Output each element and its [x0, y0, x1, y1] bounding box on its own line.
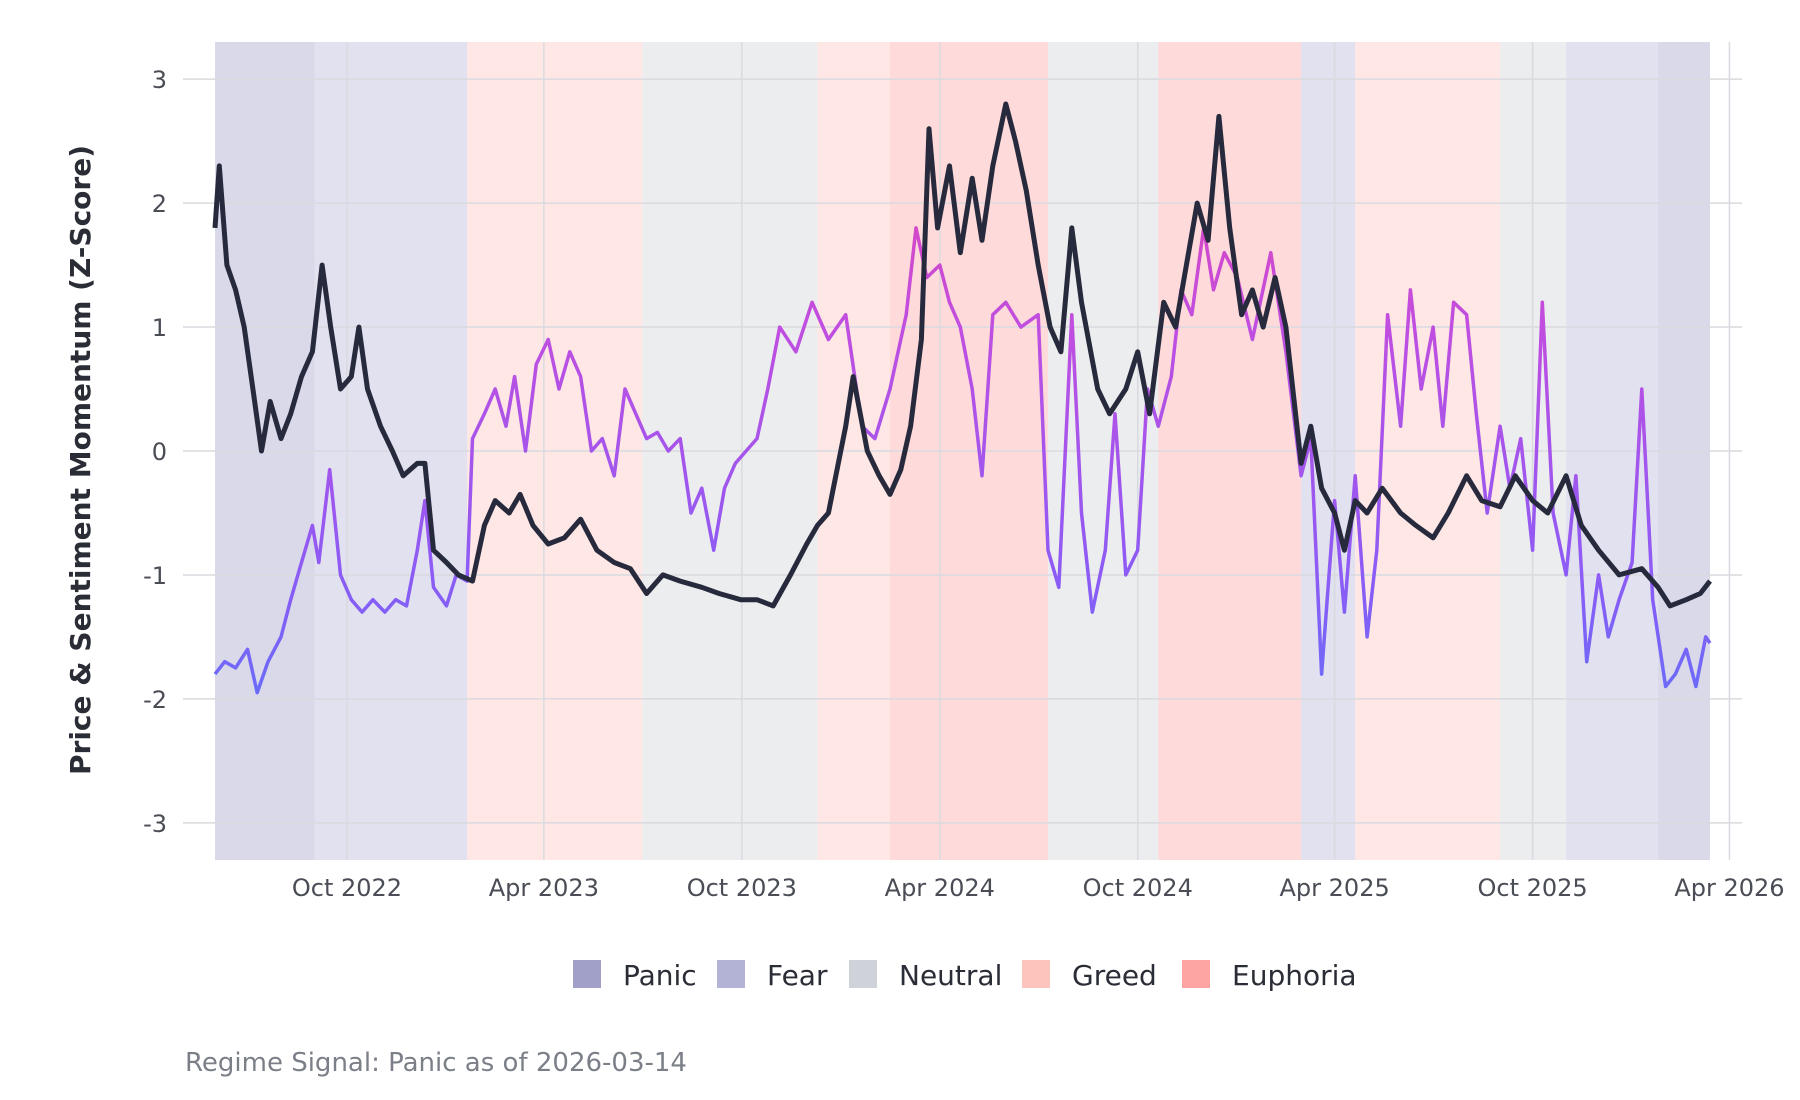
- x-tick-label: Apr 2026: [1674, 874, 1784, 902]
- y-axis-ticks: -3 -2 -1 0 1 2 3: [143, 66, 167, 838]
- legend-label-fear: Fear: [767, 959, 828, 992]
- legend: Panic Fear Neutral Greed Euphoria: [573, 959, 1357, 992]
- y-tick-label: -2: [143, 686, 167, 714]
- x-tick-label: Apr 2025: [1280, 874, 1390, 902]
- x-tick-label: Oct 2022: [292, 874, 402, 902]
- legend-label-panic: Panic: [623, 959, 697, 992]
- legend-swatch-neutral: [849, 960, 877, 988]
- price-momentum-line: [212, 101, 1712, 609]
- x-tick-label: Oct 2024: [1083, 874, 1193, 902]
- legend-swatch-greed: [1022, 960, 1050, 988]
- sentiment-momentum-line: [213, 226, 1712, 695]
- x-tick-label: Oct 2025: [1477, 874, 1587, 902]
- y-tick-label: 0: [152, 438, 167, 466]
- x-tick-label: Apr 2023: [489, 874, 599, 902]
- grid-lines: [183, 42, 1742, 860]
- legend-swatch-fear: [717, 960, 745, 988]
- series-lines: [212, 101, 1712, 695]
- x-tick-label: Oct 2023: [687, 874, 797, 902]
- legend-label-euphoria: Euphoria: [1232, 959, 1357, 992]
- y-tick-label: -1: [143, 562, 167, 590]
- regime-signal-caption: Regime Signal: Panic as of 2026-03-14: [185, 1048, 687, 1078]
- x-axis-ticks: Oct 2022 Apr 2023 Oct 2023 Apr 2024 Oct 2024…: [292, 874, 1785, 902]
- x-tick-label: Apr 2024: [885, 874, 995, 902]
- legend-label-neutral: Neutral: [899, 959, 1002, 992]
- y-tick-label: 3: [152, 66, 167, 94]
- y-axis-title: Price & Sentiment Momentum (Z-Score): [64, 145, 97, 775]
- y-tick-label: 2: [152, 190, 167, 218]
- legend-swatch-panic: [573, 960, 601, 988]
- legend-swatch-euphoria: [1182, 960, 1210, 988]
- y-tick-label: 1: [152, 314, 167, 342]
- legend-label-greed: Greed: [1072, 959, 1157, 992]
- y-tick-label: -3: [143, 810, 167, 838]
